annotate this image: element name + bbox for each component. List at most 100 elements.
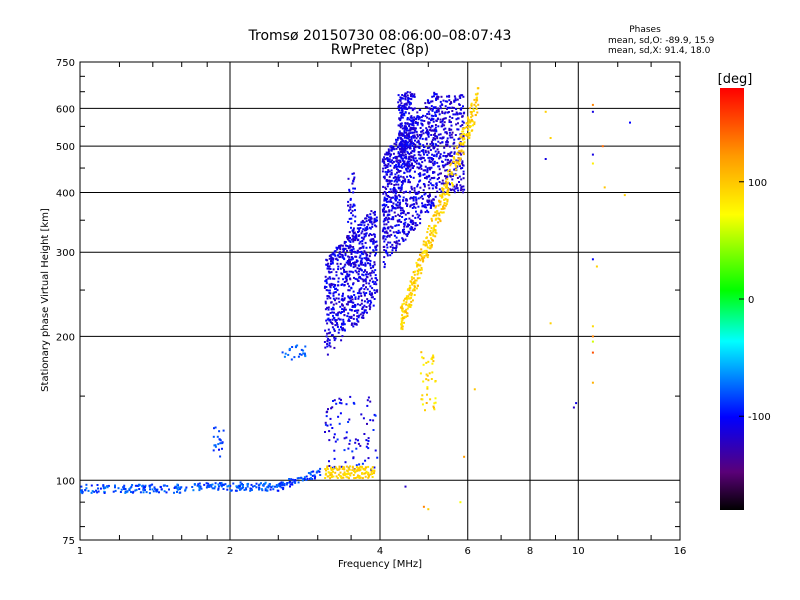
data-point bbox=[399, 104, 402, 107]
data-point bbox=[360, 263, 363, 266]
data-point bbox=[437, 150, 440, 153]
data-point bbox=[453, 156, 455, 159]
data-point bbox=[473, 98, 476, 101]
data-point bbox=[339, 267, 342, 270]
data-point bbox=[393, 142, 396, 145]
data-point bbox=[454, 163, 457, 166]
data-point bbox=[419, 179, 422, 182]
data-point bbox=[395, 204, 398, 207]
data-point bbox=[370, 301, 373, 304]
data-point bbox=[363, 235, 366, 238]
data-point bbox=[207, 482, 210, 485]
data-point bbox=[400, 143, 402, 146]
data-point bbox=[363, 433, 366, 435]
data-point bbox=[384, 219, 386, 222]
data-point bbox=[426, 256, 429, 259]
data-point bbox=[403, 131, 406, 134]
data-point bbox=[350, 286, 353, 289]
data-point bbox=[440, 103, 443, 106]
data-point bbox=[437, 217, 440, 220]
data-point bbox=[138, 483, 140, 486]
data-point bbox=[369, 220, 371, 223]
data-point bbox=[339, 312, 342, 315]
data-point bbox=[418, 175, 421, 178]
data-point bbox=[339, 262, 342, 265]
data-point bbox=[408, 304, 411, 307]
data-point bbox=[470, 104, 473, 107]
data-point bbox=[405, 108, 408, 110]
chart-title-line2: RwPretec (8p) bbox=[331, 42, 429, 58]
data-point bbox=[404, 485, 407, 488]
data-point bbox=[272, 488, 275, 491]
data-point bbox=[431, 187, 434, 190]
data-point bbox=[397, 155, 400, 158]
data-point bbox=[394, 176, 397, 178]
data-point bbox=[327, 313, 330, 316]
data-point bbox=[409, 147, 411, 150]
data-point bbox=[214, 482, 217, 485]
data-point bbox=[448, 119, 451, 122]
data-point bbox=[448, 129, 451, 131]
data-point bbox=[342, 299, 344, 302]
data-point bbox=[329, 285, 332, 288]
data-point bbox=[363, 288, 366, 291]
data-point bbox=[422, 173, 425, 176]
data-point bbox=[427, 110, 430, 113]
data-point bbox=[228, 484, 230, 487]
data-point bbox=[400, 146, 403, 149]
data-point bbox=[451, 184, 454, 187]
data-point bbox=[431, 153, 434, 156]
data-point bbox=[328, 460, 330, 463]
data-point bbox=[420, 134, 423, 137]
data-point bbox=[329, 477, 332, 480]
data-point bbox=[342, 292, 344, 295]
data-point bbox=[398, 239, 400, 242]
data-point bbox=[284, 352, 287, 355]
data-point bbox=[330, 334, 333, 337]
data-point bbox=[416, 141, 419, 144]
data-point bbox=[348, 260, 351, 263]
data-point bbox=[434, 150, 437, 153]
data-point bbox=[354, 304, 357, 307]
data-point bbox=[470, 118, 473, 121]
data-point bbox=[469, 120, 472, 123]
data-point bbox=[439, 142, 442, 145]
data-point bbox=[337, 280, 340, 283]
data-point bbox=[367, 300, 370, 302]
data-point bbox=[281, 351, 284, 354]
data-point bbox=[444, 111, 447, 114]
data-point bbox=[426, 231, 429, 234]
data-point bbox=[329, 345, 332, 348]
data-point bbox=[404, 213, 407, 216]
data-point bbox=[417, 153, 420, 156]
data-point bbox=[351, 304, 354, 307]
data-point bbox=[352, 266, 355, 269]
data-point bbox=[400, 186, 403, 189]
data-point bbox=[416, 183, 419, 186]
data-point bbox=[417, 140, 420, 143]
data-point bbox=[325, 286, 328, 288]
data-point bbox=[362, 312, 365, 315]
data-point bbox=[393, 241, 396, 244]
data-point bbox=[347, 296, 350, 299]
data-point bbox=[124, 487, 127, 490]
data-point bbox=[473, 121, 476, 124]
data-point bbox=[405, 131, 408, 134]
data-point bbox=[422, 363, 425, 366]
data-point bbox=[362, 221, 365, 224]
data-point bbox=[455, 118, 458, 121]
data-point bbox=[470, 116, 473, 119]
data-point bbox=[340, 339, 343, 342]
data-point bbox=[366, 214, 369, 217]
data-point bbox=[407, 160, 409, 163]
data-point bbox=[324, 477, 327, 479]
data-point bbox=[352, 239, 355, 242]
data-point bbox=[421, 356, 424, 359]
data-point bbox=[401, 309, 404, 312]
data-point bbox=[459, 136, 462, 139]
data-point bbox=[420, 351, 423, 354]
data-point bbox=[410, 107, 413, 110]
data-point bbox=[443, 193, 446, 196]
data-point bbox=[80, 489, 83, 492]
